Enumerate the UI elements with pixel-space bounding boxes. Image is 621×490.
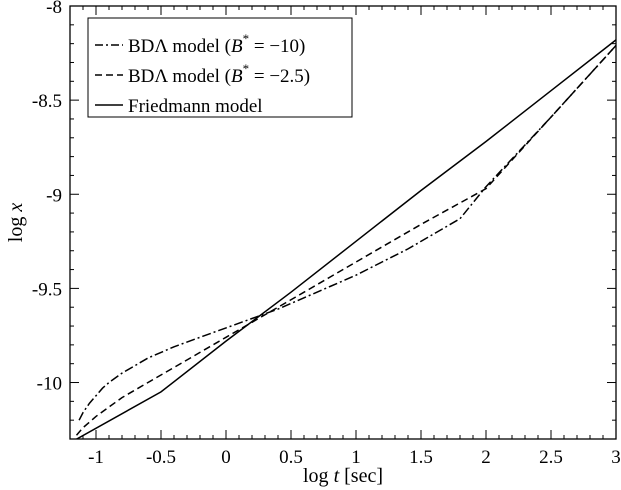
- x-tick-label: 1: [351, 447, 361, 468]
- ticks-layer: -1 -0.5 0 0.5 1 1.5 2 2.5 3 -10 -9.5 -9 -8.5 -8: [32, 0, 621, 468]
- y-tick-label: -10: [37, 374, 62, 395]
- x-axis-label: log t [sec]: [303, 465, 383, 487]
- y-axis-label: log x: [5, 203, 27, 243]
- y-axis-label-variable: x: [5, 203, 27, 213]
- x-tick-label: 0: [221, 447, 231, 468]
- legend-label-3: Friedmann model: [128, 96, 263, 117]
- x-tick-label: 2: [481, 447, 491, 468]
- y-tick-label: -8: [46, 0, 62, 18]
- series-layer: [75, 39, 616, 439]
- series-line-3: [75, 39, 616, 439]
- y-tick-label: -9.5: [32, 279, 62, 300]
- legend: BDΛ model (B* = −10) BDΛ model (B* = −2.5…: [87, 17, 353, 118]
- x-tick-label: 0.5: [279, 447, 303, 468]
- y-tick-label: -8.5: [32, 91, 62, 112]
- x-axis-label-suffix: [sec]: [339, 465, 383, 487]
- x-tick-label: 1.5: [409, 447, 433, 468]
- x-tick-label: -0.5: [146, 447, 176, 468]
- legend-box: [87, 17, 353, 118]
- x-axis-label-prefix: log: [303, 465, 334, 487]
- x-tick-label: 3: [611, 447, 621, 468]
- series-line-2: [75, 44, 616, 436]
- y-axis-label-prefix: log: [5, 212, 27, 243]
- y-tick-label: -9: [46, 185, 62, 206]
- legend-label-2: BDΛ model (B* = −2.5): [128, 61, 310, 87]
- x-tick-label: 2.5: [539, 447, 563, 468]
- x-tick-label: -1: [88, 447, 104, 468]
- legend-label-1: BDΛ model (B* = −10): [128, 31, 305, 57]
- x-axis-label-variable: t: [334, 465, 340, 487]
- series-line-1: [78, 44, 616, 421]
